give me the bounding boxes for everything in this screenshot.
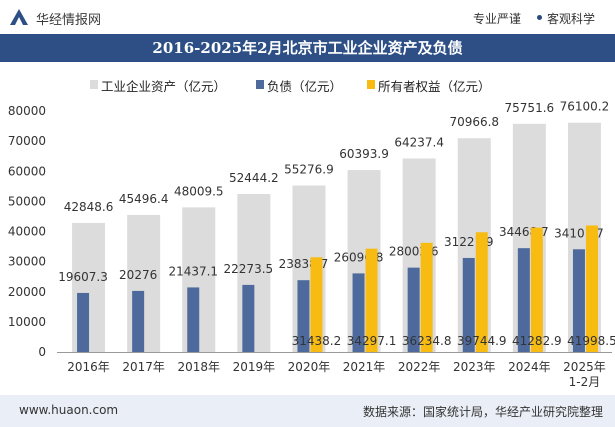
chart-title: 2016-2025年2月北京市工业企业资产及负债 <box>152 39 463 57</box>
bar-group: 52444.2 22273.5 <box>224 171 279 352</box>
asset-value-label: 52444.2 <box>229 171 279 185</box>
tagline-left: 专业严谨 <box>473 12 522 26</box>
x-tick-label: 2022年 <box>398 360 441 374</box>
liability-bar <box>132 290 145 352</box>
x-tick-label: 2017年 <box>122 360 165 374</box>
y-tick-label: 0 <box>38 345 46 359</box>
liability-bar <box>352 273 365 352</box>
bar-chart: 0 10000 20000 30000 40000 50000 60000 70000 8000… <box>8 100 615 389</box>
asset-value-label: 45496.4 <box>119 192 169 206</box>
asset-value-label: 48009.5 <box>174 184 224 198</box>
x-tick-label: 2019年 <box>233 360 276 374</box>
title-bar: 2016-2025年2月北京市工业企业资产及负债 <box>0 34 615 62</box>
top-bar: 华经情报网 专业严谨 客观科学 <box>0 0 615 34</box>
y-tick-label: 50000 <box>8 194 46 208</box>
equity-value-label: 39744.9 <box>457 334 507 348</box>
x-tick-label: 2023年 <box>453 360 496 374</box>
x-tick-label: 2018年 <box>177 360 220 374</box>
equity-bar <box>585 225 598 352</box>
equity-value-label: 36234.8 <box>402 334 452 348</box>
asset-value-label: 55276.9 <box>284 162 334 176</box>
equity-value-label: 34297.1 <box>347 334 397 348</box>
asset-value-label: 42848.6 <box>64 200 114 214</box>
x-tick-label: 2021年 <box>343 360 386 374</box>
liability-bar <box>242 284 255 352</box>
liability-value-label: 22273.5 <box>224 262 274 276</box>
equity-value-label: 31438.2 <box>292 334 342 348</box>
equity-bar <box>420 242 433 352</box>
equity-bar <box>365 248 378 352</box>
x-axis: 2016年 2017年 2018年 2019年 2020年 2021年 2022年 2023年… <box>57 352 612 389</box>
liability-bar <box>517 248 530 352</box>
x-tick-label: 2025年 1-2月 <box>563 360 606 389</box>
bar-group: 45496.4 20276 <box>119 192 169 352</box>
data-source: 数据来源：国家统计局，华经产业研究院整理 <box>362 405 603 419</box>
y-tick-label: 30000 <box>8 255 46 269</box>
x-tick-label: 2024年 <box>508 360 551 374</box>
liability-value-label: 21437.1 <box>168 264 218 278</box>
x-tick-label: 2016年 <box>67 360 110 374</box>
legend-label-liabilities: 负债（亿元） <box>267 79 343 94</box>
separator-dot <box>537 15 542 20</box>
footer-bar: www.huaon.com 数据来源：国家统计局，华经产业研究院整理 <box>0 395 615 427</box>
liability-bar <box>77 292 90 352</box>
equity-value-label: 41282.9 <box>512 334 562 348</box>
bar-groups: 42848.6 19607.3 45496.4 20276 48009.5 21437.1… <box>58 100 615 353</box>
y-tick-label: 80000 <box>8 104 46 118</box>
liability-bar <box>572 249 585 352</box>
liability-bar <box>407 267 420 352</box>
asset-value-label: 70966.8 <box>449 115 499 129</box>
equity-value-label: 41998.5 <box>567 334 615 348</box>
y-tick-label: 20000 <box>8 285 46 299</box>
y-tick-label: 40000 <box>8 225 46 239</box>
liability-bar <box>297 280 310 352</box>
y-axis: 0 10000 20000 30000 40000 50000 60000 70000 8000… <box>8 104 46 359</box>
y-tick-label: 60000 <box>8 164 46 178</box>
tagline-right: 客观科学 <box>547 12 596 26</box>
equity-bar <box>530 227 543 352</box>
legend-label-equity: 所有者权益（亿元） <box>378 79 491 94</box>
bar-group: 42848.6 19607.3 <box>58 200 113 352</box>
legend-swatch-liabilities <box>256 80 264 89</box>
legend-swatch-equity <box>367 80 375 89</box>
asset-value-label: 64237.4 <box>394 135 444 149</box>
liability-bar <box>462 257 475 352</box>
equity-bar <box>310 257 323 352</box>
x-tick-label: 2020年 <box>288 360 331 374</box>
brand-name: 华经情报网 <box>36 13 102 28</box>
y-tick-label: 10000 <box>8 315 46 329</box>
huajing-logo-icon <box>10 9 28 25</box>
y-tick-label: 70000 <box>8 134 46 148</box>
liability-value-label: 20276 <box>119 268 157 282</box>
liability-value-label: 19607.3 <box>58 270 108 284</box>
liability-bar <box>187 287 200 352</box>
legend-label-assets: 工业企业资产（亿元） <box>101 79 227 94</box>
equity-bar <box>475 232 488 352</box>
legend-swatch-assets <box>90 80 98 89</box>
bar-group: 48009.5 21437.1 <box>168 184 224 352</box>
website-link[interactable]: www.huaon.com <box>19 403 119 417</box>
asset-value-label: 75751.6 <box>505 101 555 115</box>
asset-value-label: 60393.9 <box>339 147 389 161</box>
asset-value-label: 76100.2 <box>560 100 610 114</box>
